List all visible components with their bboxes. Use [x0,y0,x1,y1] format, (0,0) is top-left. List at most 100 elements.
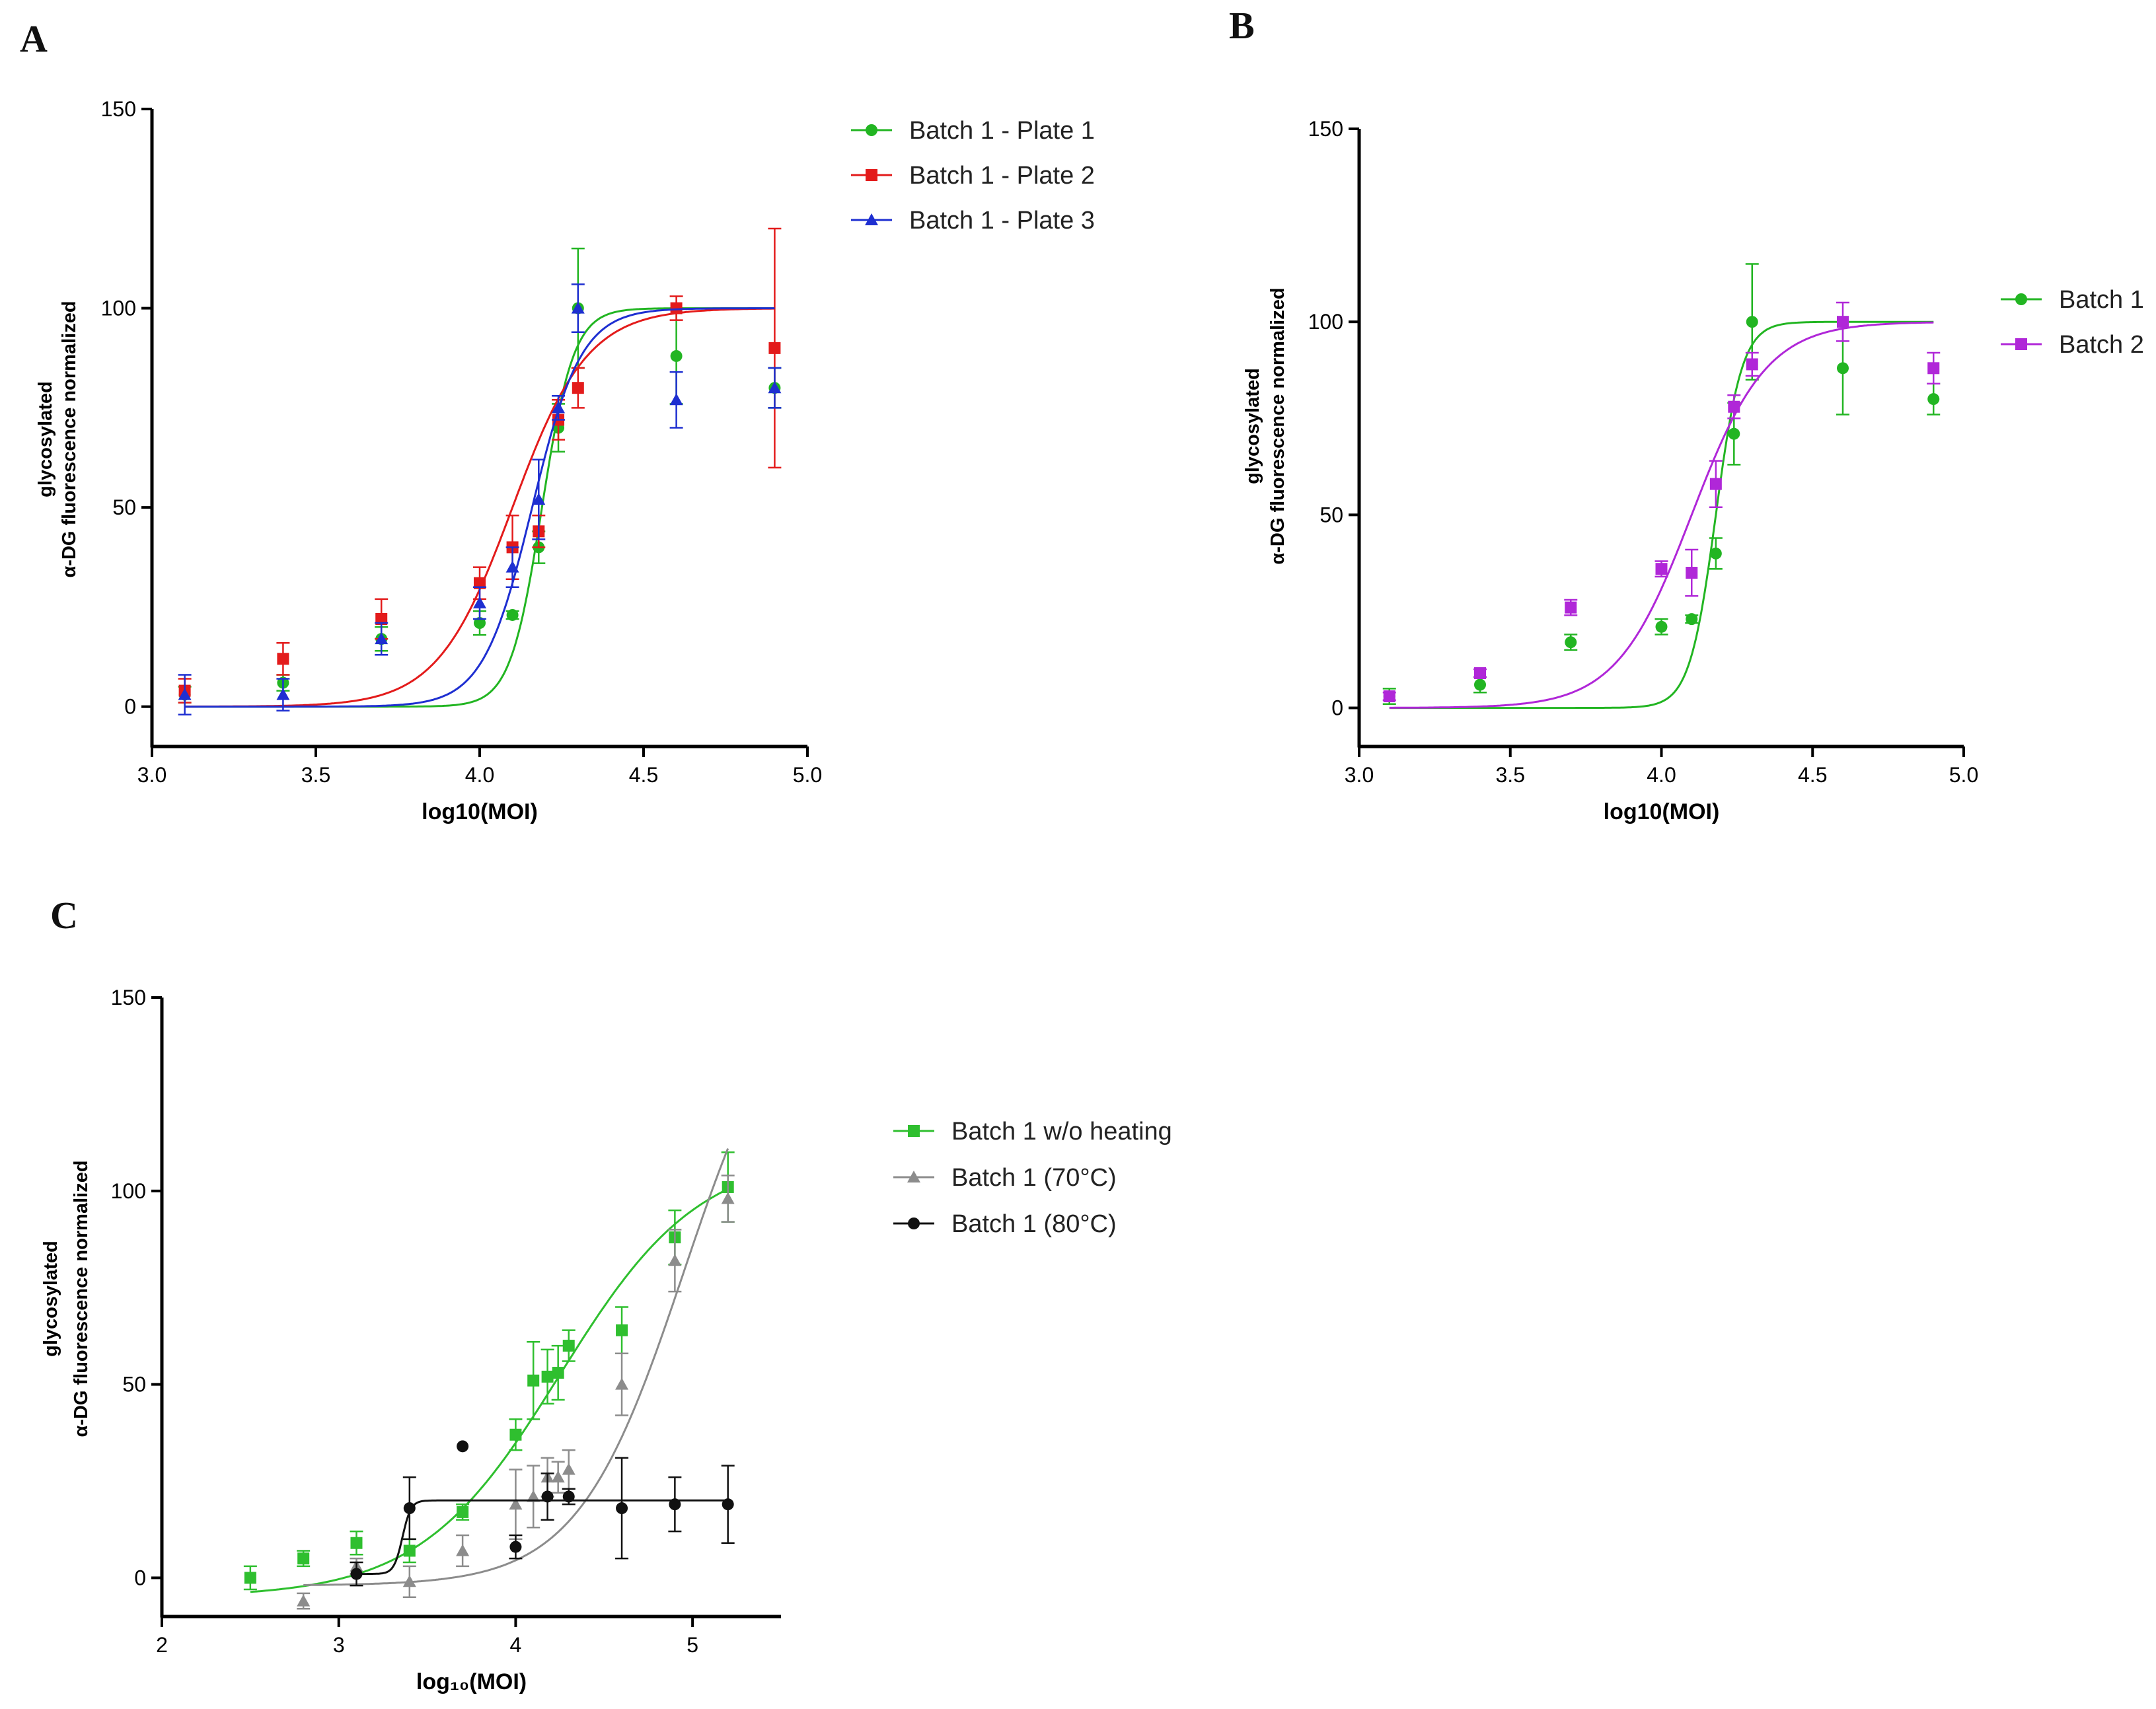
data-point-c-batch-1-w-o-heating-4 [457,1506,469,1518]
x-tick-label-a-2: 4.0 [465,763,494,787]
legend-label: Batch 2 [2059,331,2144,359]
y-tick-label-a-50: 50 [112,495,136,519]
series-b-batch-2 [1382,301,1941,709]
fit-curve-c-batch-1-70-c [303,1148,729,1586]
data-point-a-batch-1-plate-2-2 [375,613,388,625]
x-tick-label-a-4: 5.0 [793,763,822,787]
x-axis-title-b: log10(MOI) [1604,799,1720,824]
legend-item-a-batch-1-plate-3: Batch 1 - Plate 3 [851,207,1095,235]
data-point-c-batch-1-80-c-8 [722,1498,734,1511]
series-c-batch-1-w-o-heating [243,1151,735,1593]
y-tick-label-c-50: 50 [122,1373,146,1397]
data-point-a-batch-1-plate-2-7 [572,382,584,394]
legend-label: Batch 1 (70°C) [951,1164,1117,1192]
x-tick-label-c-3: 5 [687,1633,698,1657]
x-tick-label-b-3: 4.5 [1798,763,1827,787]
data-point-c-batch-1-70-c-5 [527,1490,540,1502]
series-a-batch-1-plate-3 [178,283,782,715]
data-point-c-batch-1-w-o-heating-8 [552,1367,564,1379]
data-point-b-batch-1-1 [1474,678,1486,691]
data-point-c-batch-1-80-c-1 [403,1502,416,1515]
data-point-a-batch-1-plate-3-4 [505,560,519,573]
legend-item-a-batch-1-plate-1: Batch 1 - Plate 1 [851,117,1095,145]
legend-marker [908,1218,920,1229]
y-tick-label-b-0: 0 [1331,696,1343,720]
fit-curve-c-batch-1-w-o-heating [250,1188,729,1593]
legend-label: Batch 1 - Plate 2 [909,162,1095,190]
data-point-b-batch-2-6 [1728,400,1740,413]
panel-letter-b: B [1229,4,1255,47]
legend-label: Batch 1 w/o heating [951,1118,1172,1145]
data-point-a-batch-1-plate-3-5 [532,493,546,505]
data-point-c-batch-1-80-c-4 [541,1490,554,1503]
data-point-c-batch-1-w-o-heating-10 [616,1324,628,1336]
chart-c: 0 50 100 150 2 3 4 5 log₁₀(MOI) glycosylated α-DG … [40,986,1172,1694]
data-point-c-batch-1-70-c-0 [297,1594,311,1607]
data-point-b-batch-1-6 [1728,427,1740,440]
data-point-b-batch-2-2 [1565,601,1577,614]
y-axis-title-c-line-1: glycosylated [40,1241,61,1357]
legend-label: Batch 1 [2059,286,2144,314]
data-point-a-batch-1-plate-3-7 [571,301,585,314]
x-tick-label-b-0: 3.0 [1345,763,1374,787]
data-point-c-batch-1-70-c-3 [456,1544,470,1556]
panel-letter-c: C [50,894,78,937]
data-point-a-batch-1-plate-1-4 [506,608,519,621]
data-point-b-batch-2-8 [1837,316,1849,328]
legend-item-b-batch-1: Batch 1 [2001,286,2144,314]
legend-marker [866,124,877,136]
data-point-a-batch-1-plate-2-9 [768,342,781,354]
data-point-a-batch-1-plate-1-8 [670,349,683,362]
y-tick-label-c-100: 100 [111,1179,146,1203]
data-point-c-batch-1-70-c-9 [615,1377,629,1390]
data-point-c-batch-1-w-o-heating-9 [562,1340,575,1352]
data-point-c-batch-1-70-c-4 [509,1498,523,1510]
data-point-b-batch-1-3 [1655,620,1668,633]
data-point-b-batch-1-8 [1837,362,1849,375]
y-axis-title-a-line-2: α-DG fluorescence normalized [59,301,80,577]
y-tick-label-a-150: 150 [101,97,136,121]
data-point-b-batch-2-9 [1927,362,1940,375]
panel-c: C 0 50 100 150 2 3 4 5 log₁₀(MOI) glycosylated α-D… [40,894,1172,1694]
x-tick-label-a-0: 3.0 [137,763,167,787]
data-point-a-batch-1-plate-3-2 [375,632,389,645]
y-tick-label-c-150: 150 [111,986,146,1009]
data-point-c-batch-1-w-o-heating-2 [350,1537,363,1549]
data-point-c-batch-1-80-c-7 [669,1498,681,1511]
data-point-b-batch-1-5 [1709,547,1722,560]
y-axis-title-c-line-2: α-DG fluorescence normalized [71,1160,92,1437]
legend-marker [908,1125,920,1137]
data-point-c-batch-1-w-o-heating-3 [403,1545,416,1557]
data-point-a-batch-1-plate-2-1 [277,653,289,665]
y-tick-label-c-0: 0 [134,1566,146,1589]
panel-b: B 0 50 100 150 3.0 3.5 4.0 4.5 5.0 log10(MOI) glyc… [1229,4,2144,824]
data-point-c-batch-1-70-c-11 [721,1192,735,1204]
legend-marker [866,169,877,181]
data-point-a-batch-1-plate-2-8 [670,302,683,314]
series-c-batch-1-80-c [350,1440,735,1587]
x-tick-label-b-4: 5.0 [1949,763,1978,787]
y-tick-label-b-150: 150 [1308,117,1343,141]
y-tick-label-a-100: 100 [101,297,136,320]
data-point-b-batch-1-7 [1746,316,1758,328]
data-point-b-batch-2-0 [1383,690,1395,703]
y-axis-title-b-line-2: α-DG fluorescence normalized [1267,287,1288,564]
data-point-b-batch-2-3 [1655,563,1668,575]
x-tick-label-a-3: 4.5 [629,763,658,787]
x-axis-title-c: log₁₀(MOI) [416,1669,527,1694]
chart-b: 0 50 100 150 3.0 3.5 4.0 4.5 5.0 log10(MOI) glycos… [1242,117,2144,824]
data-point-c-batch-1-80-c-6 [616,1502,628,1515]
legend-marker [2015,293,2027,305]
data-point-a-batch-1-plate-3-9 [768,381,782,394]
panel-a: A 0 50 100 150 3.0 3.5 4.0 4.5 5.0 log10(MOI) glyc… [20,17,1095,824]
data-point-c-batch-1-70-c-8 [562,1463,576,1475]
data-point-c-batch-1-w-o-heating-7 [541,1370,554,1383]
data-point-b-batch-2-5 [1709,478,1722,490]
data-point-b-batch-2-4 [1686,567,1698,579]
x-tick-label-c-2: 4 [510,1633,522,1657]
data-point-c-batch-1-70-c-2 [402,1575,416,1587]
y-tick-label-b-100: 100 [1308,310,1343,334]
legend-item-c-batch-1-w-o-heating: Batch 1 w/o heating [893,1118,1172,1145]
legend-label: Batch 1 - Plate 1 [909,117,1095,145]
